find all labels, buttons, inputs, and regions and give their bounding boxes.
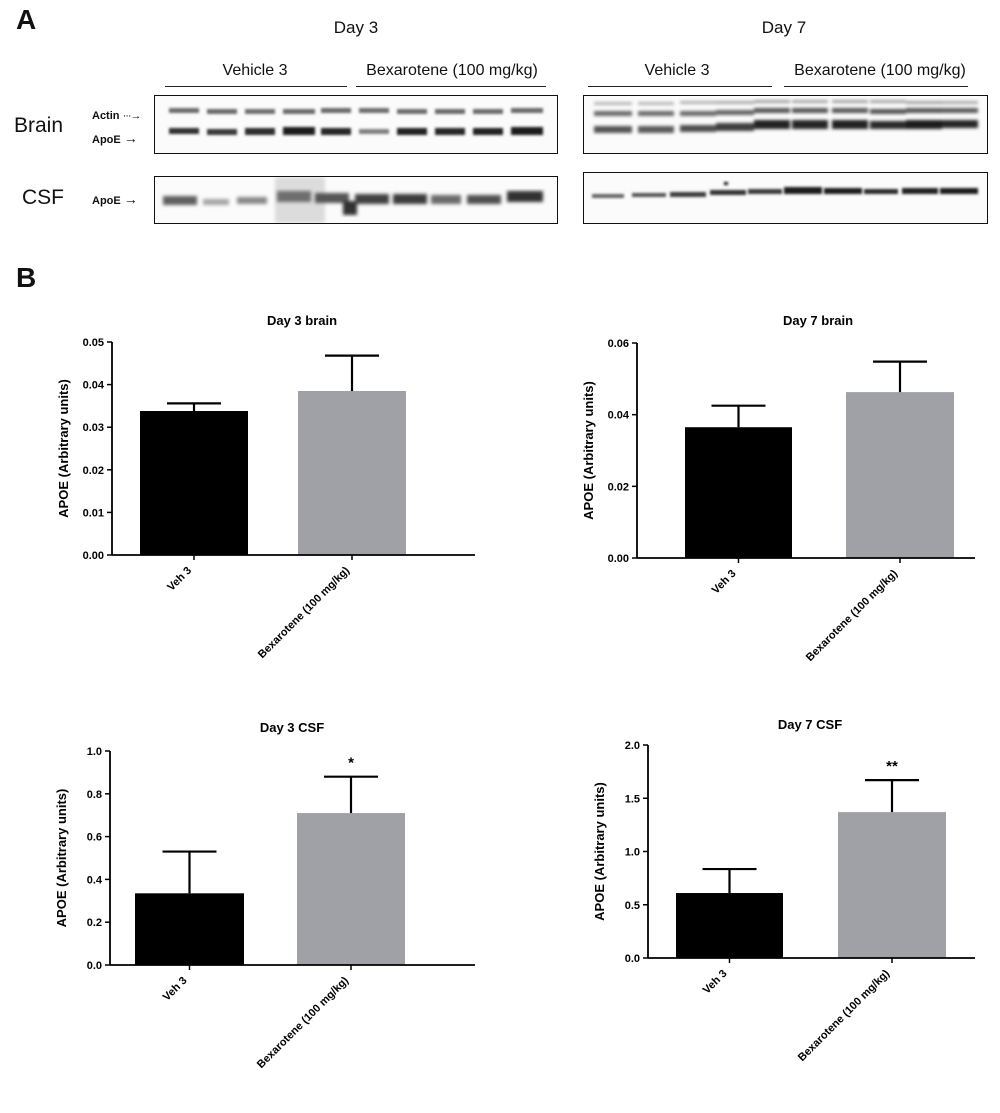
y-tick-label: 0.0 xyxy=(87,960,102,972)
blot-day7-csf xyxy=(583,172,988,224)
actin-label-text: Actin xyxy=(92,110,120,122)
y-tick-label: 0.04 xyxy=(83,380,105,392)
y-axis-label: APOE (Arbitrary units) xyxy=(54,789,69,928)
day3-header: Day 3 xyxy=(333,18,379,37)
day7-header: Day 7 xyxy=(761,18,807,37)
y-tick-label: 0.06 xyxy=(608,338,629,350)
blot-day3-brain xyxy=(154,95,558,154)
y-tick-label: 0.04 xyxy=(608,410,630,422)
category-label-2: Bexarotene (100 mg/kg) xyxy=(804,567,900,663)
y-tick-label: 1.0 xyxy=(87,746,102,758)
category-label-2: Bexarotene (100 mg/kg) xyxy=(255,974,351,1070)
y-axis-label: APOE (Arbitrary units) xyxy=(592,782,607,921)
day7-bexarotene-line xyxy=(784,86,968,87)
blot-day7-brain-image xyxy=(594,100,978,133)
chart-title: Day 3 CSF xyxy=(260,720,324,735)
bar-2 xyxy=(297,813,405,965)
y-tick-label: 2.0 xyxy=(625,740,640,752)
brain-row-label: Brain xyxy=(14,114,64,137)
category-label-2: Bexarotene (100 mg/kg) xyxy=(256,564,352,660)
category-label-2: Bexarotene (100 mg/kg) xyxy=(796,967,892,1063)
category-label-1: Veh 3 xyxy=(710,568,739,597)
chart-day7-brain: Day 7 brain APOE (Arbitrary units) Veh 3 Be… xyxy=(581,313,975,664)
chart-title: Day 7 CSF xyxy=(778,717,842,732)
day3-bexarotene-line xyxy=(356,86,546,87)
chart-title: Day 7 brain xyxy=(783,313,853,328)
day7-bexarotene-label: Bexarotene (100 mg/kg) xyxy=(794,62,966,79)
csf-apoe-band-label: ApoE → xyxy=(92,191,138,207)
significance-annotation: ** xyxy=(886,758,898,775)
actin-arrow-icon: ···→ xyxy=(122,110,142,122)
y-axis-label: APOE (Arbitrary units) xyxy=(581,381,596,520)
y-tick-label: 0.6 xyxy=(87,832,102,844)
blot-day3-brain-image xyxy=(169,108,543,135)
bar-2 xyxy=(846,392,954,558)
brain-apoe-arrow-icon: → xyxy=(123,130,138,146)
csf-row-label: CSF xyxy=(22,186,64,209)
csf-apoe-arrow-icon: → xyxy=(123,191,138,207)
bar-2 xyxy=(838,812,946,958)
y-axis-label: APOE (Arbitrary units) xyxy=(56,379,71,518)
y-tick-label: 0.4 xyxy=(87,874,103,886)
y-tick-label: 0.05 xyxy=(83,337,104,349)
y-tick-label: 0.03 xyxy=(83,422,104,434)
y-tick-label: 0.00 xyxy=(608,553,629,565)
bar-1 xyxy=(676,893,783,958)
panel-a-letter: A xyxy=(16,4,37,35)
category-label-1: Veh 3 xyxy=(165,565,194,594)
blot-day7-brain xyxy=(583,95,988,154)
day3-vehicle-label: Vehicle 3 xyxy=(222,62,288,79)
chart-day3-brain: Day 3 brain APOE (Arbitrary units) Veh 3 Be… xyxy=(56,313,475,661)
day7-vehicle-line xyxy=(588,86,772,87)
bar-1 xyxy=(685,427,792,558)
y-tick-label: 0.01 xyxy=(83,507,104,519)
y-tick-label: 0.0 xyxy=(625,953,640,965)
y-tick-label: 0.02 xyxy=(608,481,629,493)
y-tick-label: 1.0 xyxy=(625,847,640,859)
actin-band-label: Actin ···→ xyxy=(92,110,142,122)
y-tick-label: 1.5 xyxy=(625,793,640,805)
chart-day3-csf: Day 3 CSF APOE (Arbitrary units) Veh 3 * Bex… xyxy=(54,720,475,1071)
bar-1 xyxy=(140,411,248,555)
brain-apoe-band-label: ApoE → xyxy=(92,130,138,146)
day3-vehicle-line xyxy=(165,86,347,87)
chart-title: Day 3 brain xyxy=(267,313,337,328)
blot-day3-csf xyxy=(154,176,558,224)
y-tick-label: 0.2 xyxy=(87,917,102,929)
csf-apoe-label-text: ApoE xyxy=(92,195,121,207)
y-tick-label: 0.02 xyxy=(83,465,104,477)
panel-b-letter: B xyxy=(16,262,37,293)
y-tick-label: 0.5 xyxy=(625,900,640,912)
day3-bexarotene-label: Bexarotene (100 mg/kg) xyxy=(366,62,538,79)
blot-day7-csf-image xyxy=(592,182,978,198)
chart-day7-csf: Day 7 CSF APOE (Arbitrary units) Veh 3 ** Be… xyxy=(592,717,975,1064)
significance-annotation: * xyxy=(348,755,354,772)
y-tick-label: 0.8 xyxy=(87,789,102,801)
brain-apoe-label-text: ApoE xyxy=(92,134,121,146)
blot-day3-csf-image xyxy=(163,177,543,223)
bar-2 xyxy=(298,390,406,555)
day7-vehicle-label: Vehicle 3 xyxy=(644,62,710,79)
y-tick-label: 0.00 xyxy=(83,550,104,562)
bar-1 xyxy=(135,893,244,965)
category-label-1: Veh 3 xyxy=(701,968,730,997)
category-label-1: Veh 3 xyxy=(161,975,190,1004)
